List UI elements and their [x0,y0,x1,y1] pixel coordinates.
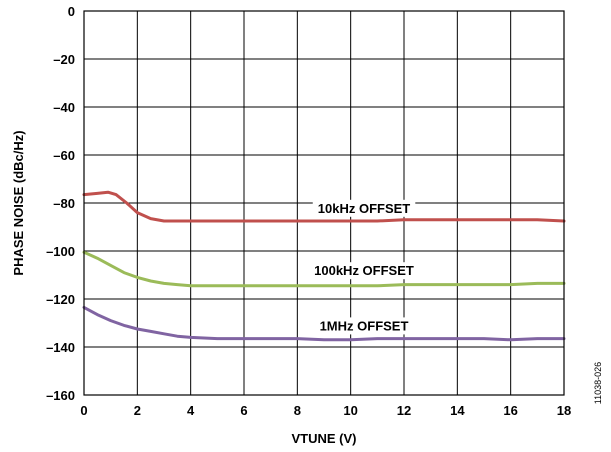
series-line-1 [82,190,566,223]
y-tick-label: –20 [53,52,75,67]
y-axis-title: PHASE NOISE (dBc/Hz) [11,130,26,275]
figure-id: 11038-026 [593,362,603,404]
x-tick-label: 12 [397,403,411,418]
y-axis-ticks: 0 –20 –40 –60 –80 –100 –120 –140 –160 [46,4,75,403]
y-tick-label: 0 [68,4,75,19]
y-tick-label: –120 [46,292,75,307]
x-tick-label: 10 [343,403,357,418]
series-label-3: 1MHz OFFSET [320,318,409,333]
series-annotations: 10kHz OFFSET 100kHz OFFSET 1MHz OFFSET [309,199,419,335]
x-tick-label: 2 [134,403,141,418]
series-label-2: 100kHz OFFSET [314,263,414,278]
series-lines [82,190,566,342]
series-line-2 [82,250,566,288]
series-line-3 [82,305,566,342]
plot-frame [83,10,565,396]
y-tick-label: –60 [53,148,75,163]
series-label-1: 10kHz OFFSET [318,201,411,216]
series-label-background [312,199,416,217]
x-tick-label: 14 [450,403,465,418]
y-tick-label: –160 [46,388,75,403]
x-tick-label: 18 [557,403,571,418]
x-axis-title: VTUNE (V) [292,431,357,446]
y-tick-label: –80 [53,196,75,211]
x-axis-ticks: 0 2 4 6 8 10 12 14 16 18 [80,403,571,418]
x-tick-label: 16 [503,403,517,418]
y-tick-label: –40 [53,100,75,115]
x-tick-label: 0 [80,403,87,418]
x-tick-label: 6 [240,403,247,418]
x-tick-label: 4 [187,403,195,418]
x-tick-label: 8 [294,403,301,418]
y-tick-label: –140 [46,340,75,355]
series-label-background [309,262,419,280]
series-label-background [314,317,414,335]
y-tick-label: –100 [46,244,75,259]
